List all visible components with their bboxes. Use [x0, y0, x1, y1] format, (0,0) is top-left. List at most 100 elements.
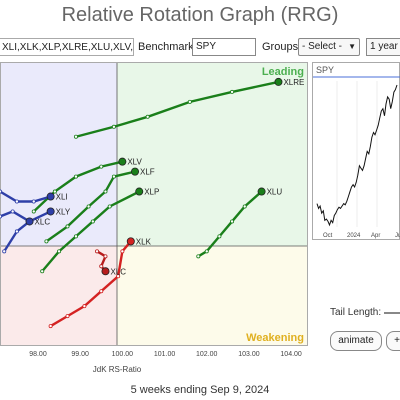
tail-head-point: [135, 187, 144, 196]
tail-head-point: [46, 207, 55, 216]
tail-xlp[interactable]: XLP: [40, 187, 160, 274]
extra-button[interactable]: +: [386, 331, 400, 351]
spy-x-label: Jul: [395, 233, 400, 239]
x-axis: 98.00 99.00 100.00 101.00 102.00 103.00 104.00: [29, 351, 302, 358]
tail-point: [57, 249, 62, 254]
groups-select[interactable]: - Select - ▼: [298, 38, 360, 56]
tail-point: [65, 224, 70, 229]
tail-point: [31, 209, 36, 214]
weakening-quadrant: [117, 246, 308, 346]
tail-point: [0, 189, 2, 194]
tail-point: [120, 249, 125, 254]
groups-label: Groups:: [262, 41, 302, 53]
tail-line: [45, 170, 137, 243]
tail-point: [111, 174, 116, 179]
tail-point: [14, 229, 19, 234]
tail-point: [204, 249, 209, 254]
tail-point: [31, 199, 36, 204]
benchmark-label: Benchmark:: [138, 41, 197, 53]
x-tick-label: 103.00: [238, 351, 260, 358]
tail-label: XLP: [144, 188, 159, 197]
tail-point: [99, 164, 104, 169]
spy-x-label: 2024: [347, 233, 361, 239]
tail-head-point: [274, 77, 283, 86]
tail-point: [44, 239, 49, 244]
tail-point: [82, 304, 87, 309]
improving-quadrant: [0, 62, 117, 246]
tail-line: [74, 80, 280, 138]
toolbar: XLI,XLK,XLP,XLRE,XLU,XLV,XL Benchmark: S…: [0, 38, 400, 58]
page-title: Relative Rotation Graph (RRG): [61, 4, 339, 26]
tail-point: [14, 199, 19, 204]
tail-point: [99, 264, 104, 269]
tail-label: XLV: [127, 158, 142, 167]
tail-point: [86, 204, 91, 209]
tail-point: [99, 289, 104, 294]
tail-point: [217, 234, 222, 239]
tail-point: [73, 234, 78, 239]
groups-select-value: - Select -: [302, 41, 343, 52]
spy-x-label: Oct: [323, 233, 333, 239]
leading-quadrant: [117, 62, 308, 246]
chevron-down-icon: ▼: [348, 42, 356, 51]
tail-label: XLU: [267, 188, 283, 197]
tail-head-point: [101, 267, 110, 276]
tail-point: [230, 89, 235, 94]
x-tick-label: 102.00: [196, 351, 218, 358]
tail-point: [111, 124, 116, 129]
spy-label: SPY: [316, 65, 335, 75]
leading-label: Leading: [262, 66, 304, 78]
tail-xli[interactable]: XLI: [0, 189, 68, 204]
tail-head-point: [46, 192, 55, 201]
period-footer: 5 weeks ending Sep 9, 2024: [130, 384, 270, 396]
spy-chart: Oct 2024 Apr Jul: [313, 76, 400, 239]
tail-point: [40, 269, 45, 274]
benchmark-input[interactable]: SPY: [192, 38, 256, 56]
x-tick-label: 100.00: [112, 351, 134, 358]
tail-length-slider[interactable]: [384, 312, 400, 314]
tail-head-point: [257, 187, 266, 196]
chart-border: [0, 62, 308, 346]
tail-label: XLY: [56, 207, 71, 216]
tail-xlk[interactable]: XLK: [48, 237, 152, 329]
tail-xlu[interactable]: XLU: [196, 187, 283, 259]
tail-point: [103, 254, 108, 259]
spy-price-line: [316, 84, 398, 227]
animate-button[interactable]: animate: [330, 331, 382, 351]
tail-point: [107, 204, 112, 209]
tail-label: XLC: [35, 217, 51, 226]
tail-point: [10, 209, 15, 214]
tail-point: [73, 174, 78, 179]
symbols-input[interactable]: XLI,XLK,XLP,XLRE,XLU,XLV,XL: [0, 38, 134, 56]
x-axis-label: JdK RS-Ratio: [93, 365, 142, 374]
tail-label: XLC: [110, 267, 126, 276]
tail-point: [230, 219, 235, 224]
tail-line: [3, 210, 52, 253]
tail-point: [242, 204, 247, 209]
tail-xlc[interactable]: XLC: [95, 249, 126, 277]
tail-label: XLF: [140, 168, 155, 177]
tail-line: [0, 190, 52, 203]
tail-length-label: Tail Length:: [330, 307, 382, 318]
tail-point: [187, 99, 192, 104]
tail-point: [2, 249, 7, 254]
tail-point: [116, 274, 121, 279]
tail-point: [90, 219, 95, 224]
x-tick-label: 101.00: [154, 351, 176, 358]
tail-point: [95, 249, 100, 254]
period-select[interactable]: 1 year: [366, 38, 400, 56]
tail-head-point: [118, 157, 127, 166]
rrg-chart[interactable]: Leading Weakening 98.00 99.00 100.00 101.00…: [0, 62, 308, 380]
tail-label: XLRE: [283, 78, 304, 87]
tail-xlc[interactable]: XLC: [0, 209, 51, 227]
tail-head-point: [25, 217, 34, 226]
tail-xlre[interactable]: XLRE: [73, 77, 304, 139]
spy-panel: Oct 2024 Apr Jul SPY: [312, 62, 400, 240]
tail-label: XLI: [56, 193, 68, 202]
tail-xlf[interactable]: XLF: [44, 167, 155, 244]
spy-x-label: Apr: [371, 233, 380, 239]
x-tick-label: 98.00: [29, 351, 47, 358]
tail-point: [48, 324, 53, 329]
lagging-quadrant: [0, 246, 117, 346]
